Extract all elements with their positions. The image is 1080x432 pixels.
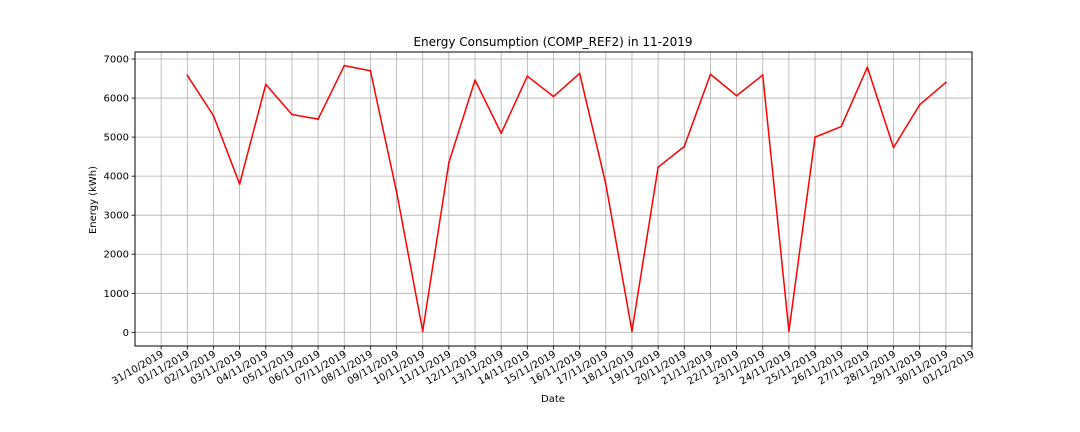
data-point	[369, 69, 372, 72]
y-tick-label: 7000	[104, 55, 129, 66]
series-line	[186, 64, 947, 332]
y-axis-label: Energy (kWh)	[88, 166, 99, 234]
data-point	[735, 94, 738, 97]
data-point	[631, 330, 633, 333]
data-point	[788, 330, 790, 333]
data-point	[918, 103, 921, 106]
data-point	[761, 74, 764, 76]
y-axis: 0 1000 2000 3000 4000 5000 6000 7000	[104, 55, 135, 339]
data-point	[552, 95, 555, 98]
data-point	[892, 146, 895, 149]
series-line-group	[186, 64, 947, 333]
data-point	[317, 118, 319, 121]
data-point	[683, 145, 686, 148]
y-tick-label: 5000	[104, 133, 129, 144]
data-point	[500, 132, 503, 135]
data-point	[186, 74, 189, 77]
data-point	[814, 136, 816, 139]
data-point	[840, 125, 843, 128]
chart-title: Energy Consumption (COMP_REF2) in 11-201…	[413, 35, 692, 49]
data-point	[291, 113, 293, 116]
data-point	[474, 79, 476, 82]
data-point	[343, 64, 346, 67]
data-point	[578, 72, 581, 75]
x-axis-label: Date	[541, 394, 565, 405]
data-point	[264, 83, 267, 86]
data-point	[447, 161, 450, 164]
data-point	[395, 190, 398, 193]
data-point	[866, 66, 869, 69]
y-tick-label: 0	[123, 328, 129, 339]
y-tick-label: 2000	[104, 250, 129, 261]
data-point	[238, 183, 241, 185]
data-point	[944, 81, 947, 84]
data-point	[526, 75, 529, 78]
data-point	[604, 183, 607, 185]
data-point	[421, 330, 424, 333]
y-tick-label: 1000	[104, 289, 129, 300]
data-point	[709, 73, 712, 76]
data-point	[657, 166, 660, 169]
data-point	[212, 114, 215, 117]
y-tick-label: 6000	[104, 94, 129, 105]
y-tick-label: 4000	[104, 172, 129, 183]
grid	[135, 52, 973, 346]
y-tick-label: 3000	[104, 211, 129, 222]
